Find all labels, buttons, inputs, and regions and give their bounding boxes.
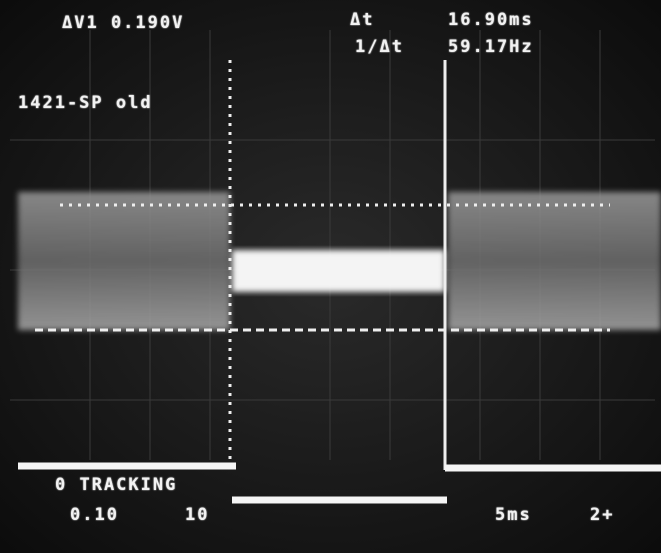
delta-v: ΔV1 0.190V (62, 13, 184, 33)
delta-t-label: Δt (350, 10, 374, 30)
scale-left: 0.10 (70, 505, 119, 525)
freq-value: 59.17Hz (448, 37, 534, 57)
scale-mid: 10 (185, 505, 209, 525)
channel-id: 1421-SP old (18, 93, 153, 113)
freq-label: 1/Δt (355, 37, 404, 57)
trigger: 2+ (590, 505, 614, 525)
scope-screen: ΔV1 0.190V Δt 16.90ms 1/Δt 59.17Hz 1421-… (0, 0, 661, 553)
timebase: 5ms (495, 505, 532, 525)
tracking: 0 TRACKING (55, 475, 177, 495)
delta-t-value: 16.90ms (448, 10, 534, 30)
